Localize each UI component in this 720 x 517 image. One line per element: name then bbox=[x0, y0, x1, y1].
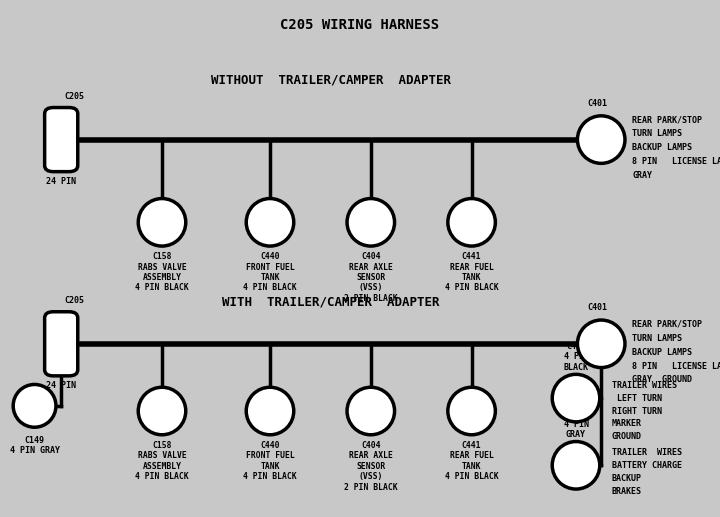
Text: C407
4 PIN
BLACK: C407 4 PIN BLACK bbox=[564, 342, 588, 372]
Text: BACKUP LAMPS: BACKUP LAMPS bbox=[632, 143, 692, 153]
Text: GRAY: GRAY bbox=[632, 171, 652, 180]
Text: C441
REAR FUEL
TANK
4 PIN BLACK: C441 REAR FUEL TANK 4 PIN BLACK bbox=[445, 252, 498, 293]
Ellipse shape bbox=[347, 387, 395, 435]
Text: 24 PIN: 24 PIN bbox=[46, 381, 76, 390]
Ellipse shape bbox=[138, 387, 186, 435]
Text: BACKUP LAMPS: BACKUP LAMPS bbox=[632, 347, 692, 357]
Ellipse shape bbox=[448, 199, 495, 246]
Text: C158
RABS VALVE
ASSEMBLY
4 PIN BLACK: C158 RABS VALVE ASSEMBLY 4 PIN BLACK bbox=[135, 252, 189, 293]
Text: GROUND: GROUND bbox=[612, 432, 642, 442]
Text: MARKER: MARKER bbox=[612, 419, 642, 429]
Ellipse shape bbox=[448, 387, 495, 435]
Text: C401: C401 bbox=[588, 303, 608, 312]
Text: C440
FRONT FUEL
TANK
4 PIN BLACK: C440 FRONT FUEL TANK 4 PIN BLACK bbox=[243, 252, 297, 293]
Text: LEFT TURN: LEFT TURN bbox=[612, 393, 662, 403]
Text: TURN LAMPS: TURN LAMPS bbox=[632, 333, 682, 343]
Text: C440
FRONT FUEL
TANK
4 PIN BLACK: C440 FRONT FUEL TANK 4 PIN BLACK bbox=[243, 441, 297, 481]
Ellipse shape bbox=[552, 442, 600, 489]
Text: C441
REAR FUEL
TANK
4 PIN BLACK: C441 REAR FUEL TANK 4 PIN BLACK bbox=[445, 441, 498, 481]
Ellipse shape bbox=[552, 374, 600, 422]
Text: C149
4 PIN GRAY: C149 4 PIN GRAY bbox=[9, 436, 60, 455]
Text: C205: C205 bbox=[65, 92, 85, 101]
Text: C158
RABS VALVE
ASSEMBLY
4 PIN BLACK: C158 RABS VALVE ASSEMBLY 4 PIN BLACK bbox=[135, 441, 189, 481]
Text: C205: C205 bbox=[65, 296, 85, 305]
Text: TURN LAMPS: TURN LAMPS bbox=[632, 129, 682, 139]
Text: 24 PIN: 24 PIN bbox=[46, 177, 76, 186]
Text: 8 PIN   LICENSE LAMPS: 8 PIN LICENSE LAMPS bbox=[632, 361, 720, 371]
Text: BRAKES: BRAKES bbox=[612, 486, 642, 496]
Text: TRAILER  WIRES: TRAILER WIRES bbox=[612, 448, 682, 457]
Text: BATTERY CHARGE: BATTERY CHARGE bbox=[612, 461, 682, 470]
Ellipse shape bbox=[577, 320, 625, 368]
Ellipse shape bbox=[138, 199, 186, 246]
Ellipse shape bbox=[246, 387, 294, 435]
Text: C424
4 PIN
GRAY: C424 4 PIN GRAY bbox=[564, 409, 588, 439]
Text: C404
REAR AXLE
SENSOR
(VSS)
2 PIN BLACK: C404 REAR AXLE SENSOR (VSS) 2 PIN BLACK bbox=[344, 441, 397, 492]
Text: BACKUP: BACKUP bbox=[612, 474, 642, 483]
FancyBboxPatch shape bbox=[45, 108, 78, 172]
Text: RIGHT TURN: RIGHT TURN bbox=[612, 406, 662, 416]
Text: REAR PARK/STOP: REAR PARK/STOP bbox=[632, 115, 702, 125]
Text: C205 WIRING HARNESS: C205 WIRING HARNESS bbox=[280, 18, 440, 32]
Text: TRAILER WIRES: TRAILER WIRES bbox=[612, 381, 677, 390]
Ellipse shape bbox=[347, 199, 395, 246]
Text: REAR PARK/STOP: REAR PARK/STOP bbox=[632, 320, 702, 329]
Ellipse shape bbox=[577, 116, 625, 163]
Text: C404
REAR AXLE
SENSOR
(VSS)
2 PIN BLACK: C404 REAR AXLE SENSOR (VSS) 2 PIN BLACK bbox=[344, 252, 397, 303]
Ellipse shape bbox=[246, 199, 294, 246]
Text: WITHOUT  TRAILER/CAMPER  ADAPTER: WITHOUT TRAILER/CAMPER ADAPTER bbox=[211, 73, 451, 87]
Text: 8 PIN   LICENSE LAMPS: 8 PIN LICENSE LAMPS bbox=[632, 157, 720, 166]
Text: GRAY  GROUND: GRAY GROUND bbox=[632, 375, 692, 385]
Text: C401: C401 bbox=[588, 99, 608, 108]
FancyBboxPatch shape bbox=[45, 312, 78, 376]
Text: WITH  TRAILER/CAMPER  ADAPTER: WITH TRAILER/CAMPER ADAPTER bbox=[222, 296, 440, 309]
Ellipse shape bbox=[13, 385, 56, 427]
